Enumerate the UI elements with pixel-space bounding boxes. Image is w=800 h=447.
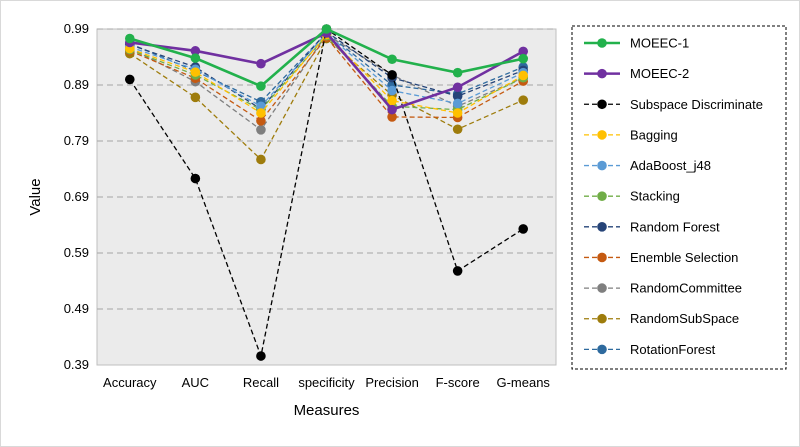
data-point xyxy=(452,124,463,135)
y-axis-title: Value xyxy=(27,178,44,215)
data-point xyxy=(387,112,397,122)
y-tick-label: 0.39 xyxy=(64,357,89,372)
legend-item: RandomCommittee xyxy=(584,281,742,296)
data-point xyxy=(518,224,529,234)
data-point xyxy=(387,95,397,106)
data-point xyxy=(452,91,463,101)
data-point xyxy=(452,108,463,118)
y-tick-label: 0.69 xyxy=(64,189,89,204)
y-tick-label: 0.49 xyxy=(64,301,89,316)
legend-swatch-marker xyxy=(597,191,607,201)
legend-entries: MOEEC-1 MOEEC-2 Subspace Discriminate Baggi… xyxy=(584,36,763,357)
legend-item: MOEEC-2 xyxy=(584,66,689,81)
data-point xyxy=(256,351,266,361)
legend-swatch-marker xyxy=(597,99,607,110)
data-point xyxy=(452,67,463,78)
data-point xyxy=(124,74,135,85)
data-point xyxy=(190,173,201,184)
data-point xyxy=(387,85,397,96)
data-point xyxy=(190,92,201,103)
legend-swatch-marker xyxy=(597,160,607,171)
x-tick-labels: Accuracy AUC Recall specificity Precision F-s… xyxy=(103,375,550,390)
legend-label: Enemble Selection xyxy=(630,250,738,265)
data-point xyxy=(387,104,397,115)
x-axis-title: Measures xyxy=(294,402,360,419)
x-tick-label: Recall xyxy=(243,375,279,390)
legend-label: MOEEC-2 xyxy=(630,66,689,81)
x-tick-label: Accuracy xyxy=(103,375,157,390)
legend-label: RotationForest xyxy=(630,342,716,357)
data-point xyxy=(387,54,397,65)
series-group xyxy=(124,24,529,91)
data-point xyxy=(518,95,529,105)
data-point xyxy=(452,98,463,109)
legend-swatch-marker xyxy=(597,283,607,293)
data-point xyxy=(256,116,266,126)
data-point xyxy=(518,53,529,64)
legend-label: RandomCommittee xyxy=(630,281,742,296)
legend-item: Bagging xyxy=(584,127,678,142)
data-point xyxy=(452,82,463,93)
legend-swatch-marker xyxy=(597,130,607,140)
data-point xyxy=(190,67,201,77)
data-point xyxy=(452,266,463,276)
x-tick-label: G-means xyxy=(496,375,550,390)
data-point xyxy=(518,46,529,57)
legend-item: RotationForest xyxy=(584,342,716,357)
y-tick-label: 0.79 xyxy=(64,133,89,148)
data-point xyxy=(190,46,201,56)
series-lines xyxy=(124,24,529,361)
legend-swatch-marker xyxy=(597,68,607,79)
data-point xyxy=(256,81,266,91)
y-tick-labels: 0.39 0.49 0.59 0.69 0.79 0.89 0.99 xyxy=(64,21,89,372)
data-point xyxy=(256,101,266,112)
legend-swatch-marker xyxy=(597,313,607,324)
data-point xyxy=(256,125,266,135)
legend-label: Stacking xyxy=(630,189,680,204)
data-point xyxy=(190,53,201,63)
data-point xyxy=(256,108,266,118)
legend-item: Stacking xyxy=(584,189,680,204)
data-point xyxy=(321,24,332,34)
legend-swatch-marker xyxy=(597,344,607,355)
legend-swatch-marker xyxy=(597,222,607,232)
x-tick-label: AUC xyxy=(182,375,209,390)
legend-item: MOEEC-1 xyxy=(584,36,689,51)
legend-label: Random Forest xyxy=(630,219,720,234)
data-point xyxy=(124,33,135,44)
x-tick-label: Precision xyxy=(365,375,418,390)
x-tick-label: specificity xyxy=(298,375,355,390)
x-tick-label: F-score xyxy=(436,375,480,390)
legend-item: RandomSubSpace xyxy=(584,311,739,326)
data-point xyxy=(256,154,266,165)
legend-swatch-marker xyxy=(597,252,607,263)
legend-item: Enemble Selection xyxy=(584,250,738,265)
legend-item: Random Forest xyxy=(584,219,720,234)
y-tick-label: 0.59 xyxy=(64,245,89,260)
y-tick-label: 0.89 xyxy=(64,77,89,92)
data-point xyxy=(518,70,529,81)
legend-swatch-marker xyxy=(597,38,607,48)
legend-label: Subspace Discriminate xyxy=(630,97,763,112)
legend-label: RandomSubSpace xyxy=(630,311,739,326)
legend-label: AdaBoost_j48 xyxy=(630,158,711,173)
legend-item: AdaBoost_j48 xyxy=(584,158,711,173)
data-point xyxy=(256,58,266,69)
y-tick-label: 0.99 xyxy=(64,21,89,36)
legend-label: MOEEC-1 xyxy=(630,36,689,51)
data-point xyxy=(387,70,397,80)
legend-item: Subspace Discriminate xyxy=(584,97,763,112)
legend xyxy=(571,25,787,370)
legend-label: Bagging xyxy=(630,127,678,142)
